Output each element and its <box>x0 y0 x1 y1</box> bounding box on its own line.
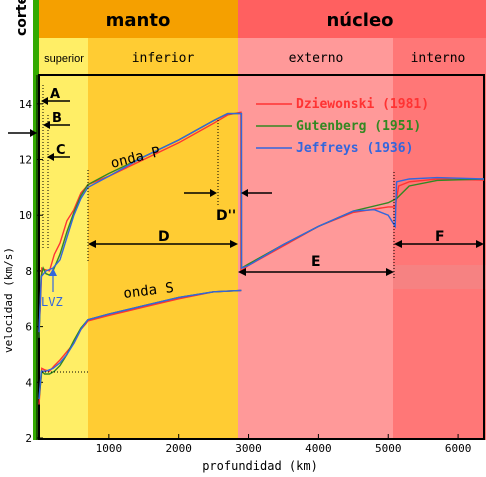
s-wave-label: onda S <box>123 280 175 302</box>
label-lvz: LVZ <box>41 295 63 309</box>
mantle-label: manto <box>106 10 171 31</box>
annotation-d2: D'' <box>184 120 272 224</box>
annotation-e: E <box>238 172 395 280</box>
x-tick-label: 6000 <box>445 442 472 455</box>
core-label: núcleo <box>326 10 393 31</box>
legend-label-dziewonski: Dziewonski (1981) <box>296 97 429 112</box>
y-tick-label: 8 <box>25 265 32 278</box>
y-axis-label: velocidad (km/s) <box>2 247 15 353</box>
series-line-jeffreys-p <box>38 112 485 333</box>
annotation-a: A <box>41 87 70 105</box>
x-axis-label: profundidad (km) <box>202 459 318 473</box>
y-tick-label: 14 <box>19 98 33 111</box>
inner-core-shade <box>393 265 486 289</box>
lower-mantle-band <box>88 38 238 440</box>
crust-label: corteza <box>14 0 30 36</box>
mantle-header-band <box>39 0 238 38</box>
annotation-d: D <box>88 229 238 248</box>
label-c: C <box>56 143 66 158</box>
label-a: A <box>50 87 60 102</box>
y-tick-label: 12 <box>19 154 32 167</box>
label-f: F <box>435 229 445 245</box>
inner-core-label: interno <box>411 51 466 66</box>
plot-frame <box>38 74 485 440</box>
lower-mantle-label: inferior <box>132 51 195 66</box>
x-tick-label: 2000 <box>165 442 192 455</box>
x-tick-label: 5000 <box>375 442 402 455</box>
annotation-lvz: LVZ <box>41 268 63 309</box>
label-b: B <box>52 111 62 126</box>
x-tick-label: 1000 <box>96 442 123 455</box>
legend: Dziewonski (1981) Gutenberg (1951) Jeffr… <box>256 97 429 156</box>
label-d: D <box>158 229 170 245</box>
legend-label-jeffreys: Jeffreys (1936) <box>296 141 413 156</box>
outer-core-label: externo <box>289 51 344 66</box>
crust-band <box>33 0 39 440</box>
y-tick-label: 6 <box>25 321 32 334</box>
label-e: E <box>311 254 321 270</box>
axis-ticks: 1000 2000 3000 4000 5000 6000 2 4 6 8 10 12 14 <box>19 98 472 455</box>
series-line-dziewonski-p <box>38 111 485 333</box>
series-line-jeffreys-s <box>38 289 242 400</box>
moho-arrow <box>8 129 37 137</box>
upper-mantle-band <box>39 38 88 440</box>
y-tick-label: 10 <box>19 209 32 222</box>
inner-core-band <box>393 38 486 440</box>
core-header-band <box>238 0 486 38</box>
label-d2: D'' <box>216 208 236 224</box>
upper-mantle-label: superior <box>44 53 84 65</box>
annotation-f: F <box>394 229 484 248</box>
x-tick-label: 3000 <box>235 442 262 455</box>
annotation-c: C <box>47 143 70 161</box>
y-tick-label: 2 <box>25 432 32 445</box>
y-tick-label: 4 <box>25 376 32 389</box>
x-tick-label: 4000 <box>305 442 332 455</box>
outer-core-band <box>238 38 393 440</box>
legend-label-gutenberg: Gutenberg (1951) <box>296 119 421 134</box>
